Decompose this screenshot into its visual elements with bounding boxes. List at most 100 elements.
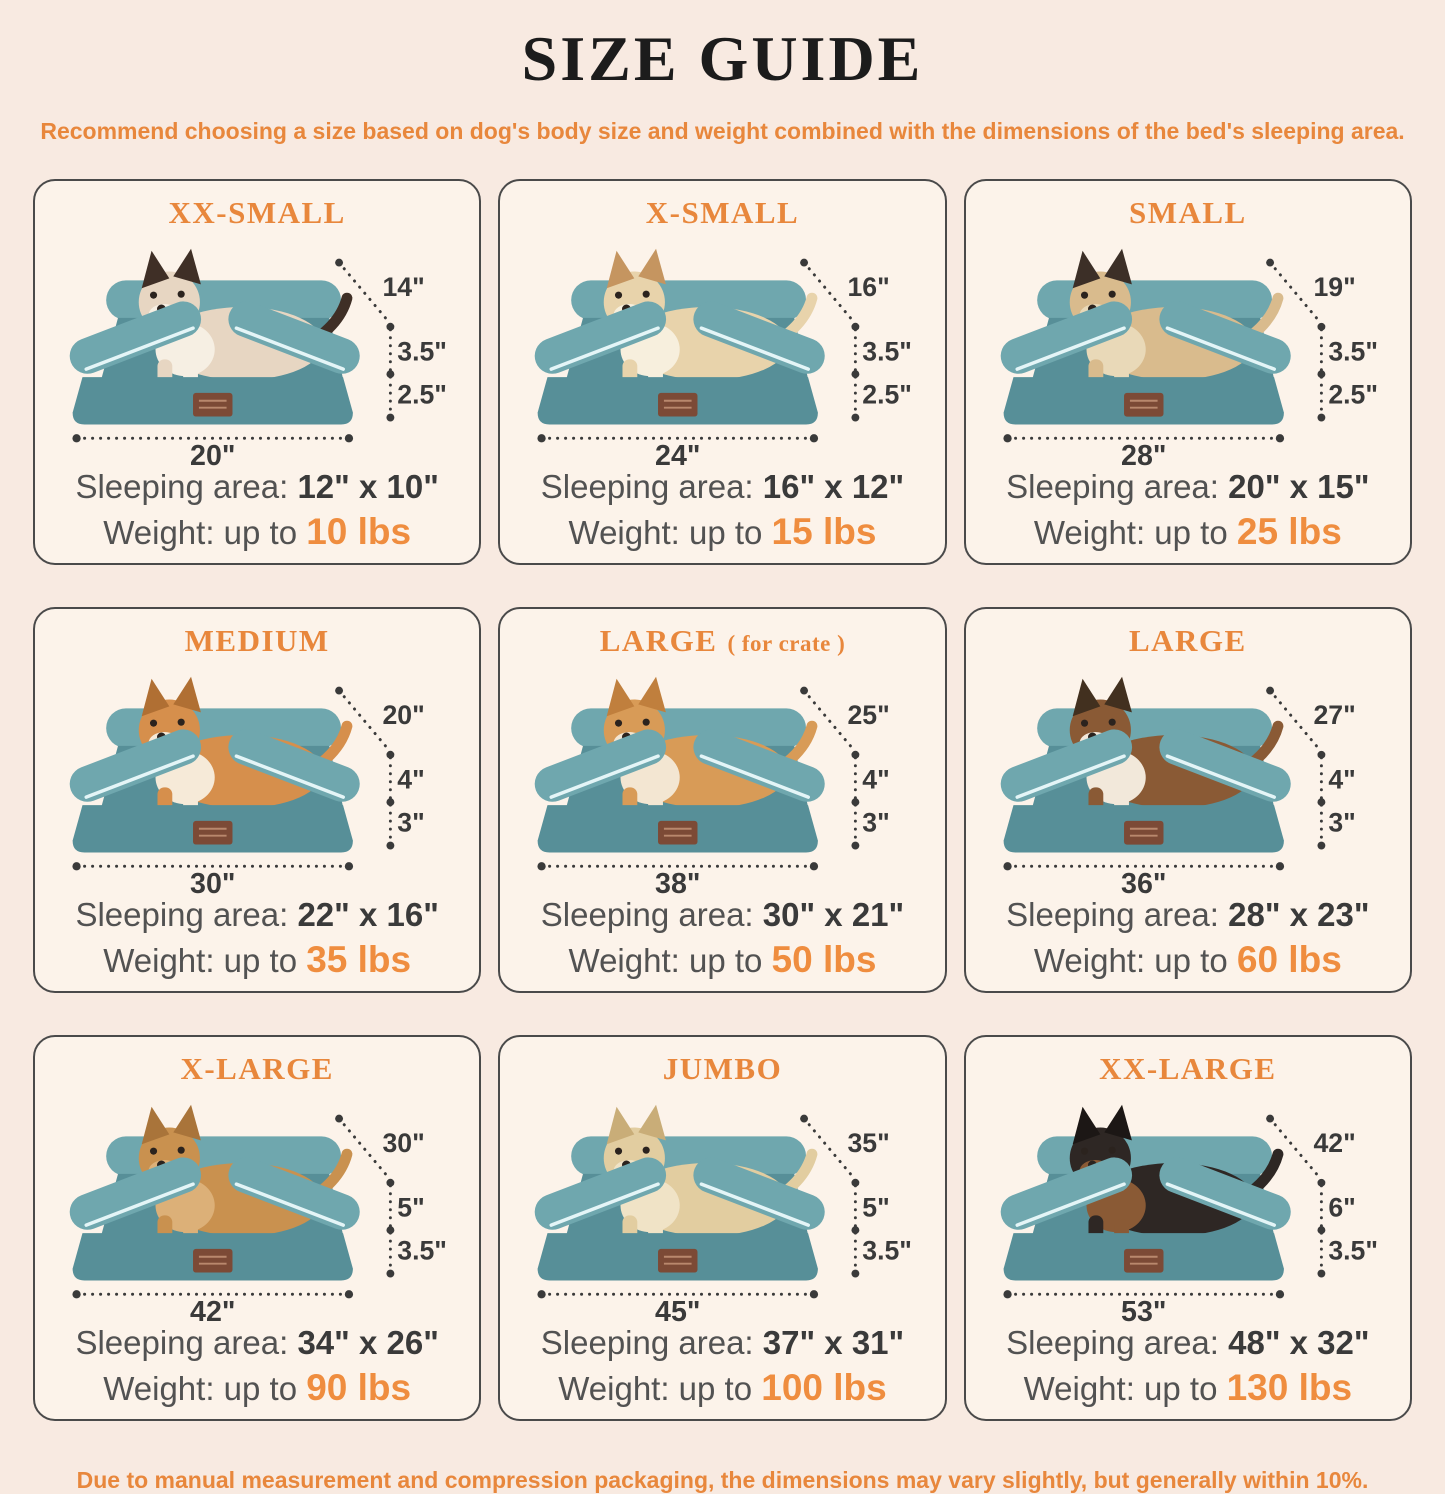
bed-brand-patch bbox=[193, 820, 233, 845]
white-piping bbox=[1015, 326, 1126, 371]
bed-left-arm-bolster bbox=[1000, 729, 1132, 802]
sleeping-area-line: Sleeping area: 12" x 10" bbox=[41, 468, 473, 506]
bed-brand-patch bbox=[193, 1248, 233, 1273]
depth-dimension-line bbox=[1268, 689, 1323, 754]
white-piping bbox=[699, 1182, 811, 1227]
bed-figure: 30" 5" 3.5" 42" bbox=[43, 1089, 471, 1322]
weight-line: Weight: up to 10 lbs bbox=[41, 511, 473, 553]
white-piping bbox=[1015, 1182, 1126, 1227]
pet-ear bbox=[1103, 1104, 1132, 1141]
size-card-cat: XX-SMALL bbox=[33, 179, 482, 565]
size-card-border-collie: LARGE bbox=[963, 606, 1412, 993]
dimension-annotations: 19" 3.5" 2.5" 28" bbox=[1003, 258, 1378, 466]
bolster-height-label: 3.5" bbox=[863, 336, 913, 366]
pet-eye bbox=[1108, 718, 1116, 726]
bed-and-dimensions-figure: 14" 3.5" 2.5" 20" bbox=[69, 248, 447, 466]
pet-eye bbox=[615, 291, 623, 299]
bed-figure: 20" 4" 3" 30" bbox=[43, 661, 471, 894]
sleeping-area-line: Sleeping area: 28" x 23" bbox=[972, 896, 1404, 934]
size-card-title: SMALL bbox=[972, 195, 1404, 231]
bed-left-arm-bolster bbox=[69, 1157, 202, 1230]
width-dimension-label: 24" bbox=[655, 440, 700, 466]
weight-line: Weight: up to 90 lbs bbox=[41, 1367, 473, 1409]
white-piping bbox=[234, 1182, 345, 1227]
size-name: LARGE bbox=[599, 622, 718, 658]
sleeping-area-label: Sleeping area: bbox=[540, 1323, 754, 1361]
depth-dimension-label: 25" bbox=[848, 700, 890, 730]
pet-eye bbox=[177, 718, 185, 726]
size-card-title: MEDIUM bbox=[41, 623, 473, 659]
bed-right-arm-bolster bbox=[693, 1157, 826, 1230]
bed-and-dimensions-figure: 16" 3.5" 2.5" 24" bbox=[535, 248, 913, 466]
bed-brand-patch bbox=[1123, 392, 1164, 417]
sleeping-area-line: Sleeping area: 30" x 21" bbox=[506, 896, 938, 934]
pet-eye bbox=[1108, 1146, 1116, 1154]
bed-and-dimensions-figure: 42" 6" 3.5" 53" bbox=[1000, 1104, 1378, 1322]
bed-right-arm-bolster bbox=[228, 301, 360, 374]
width-dimension-label: 42" bbox=[190, 1296, 235, 1322]
weight-line: Weight: up to 60 lbs bbox=[972, 939, 1404, 981]
weight-label: Weight: up to bbox=[1033, 513, 1228, 551]
depth-dimension-label: 30" bbox=[382, 1128, 424, 1158]
pet-eye bbox=[615, 1147, 623, 1155]
bed-and-dimensions-figure: 30" 5" 3.5" 42" bbox=[69, 1104, 447, 1322]
weight-value: 130 lbs bbox=[1226, 1366, 1353, 1408]
depth-dimension-line bbox=[802, 689, 858, 754]
weight-line: Weight: up to 35 lbs bbox=[41, 939, 473, 981]
width-dimension-label: 20" bbox=[190, 440, 235, 466]
depth-dimension-line bbox=[802, 261, 858, 326]
weight-value: 50 lbs bbox=[771, 938, 877, 980]
pet-ear bbox=[1072, 1106, 1100, 1145]
pet-eye bbox=[1080, 1147, 1088, 1155]
size-name: LARGE bbox=[1128, 622, 1247, 658]
base-height-label: 2.5" bbox=[863, 380, 913, 410]
size-card-french-bulldog: SMALL bbox=[963, 179, 1412, 565]
bed-left-arm-bolster bbox=[535, 301, 667, 374]
bed-and-dimensions-figure: 27" 4" 3" 36" bbox=[1000, 676, 1355, 894]
weight-value: 10 lbs bbox=[306, 510, 412, 552]
white-piping bbox=[234, 326, 345, 371]
pet-eye bbox=[615, 719, 623, 727]
dimension-annotations: 14" 3.5" 2.5" 20" bbox=[72, 258, 447, 466]
pet-eye bbox=[149, 719, 158, 727]
base-height-label: 3.5" bbox=[397, 1236, 447, 1266]
sleeping-area-value: 34" x 26" bbox=[297, 1323, 439, 1361]
sleeping-area-line: Sleeping area: 22" x 16" bbox=[41, 896, 473, 934]
size-name: X-LARGE bbox=[180, 1050, 334, 1086]
pet-ear bbox=[1072, 678, 1100, 717]
weight-line: Weight: up to 25 lbs bbox=[972, 511, 1404, 553]
sleeping-area-label: Sleeping area: bbox=[75, 467, 289, 505]
bolster-height-label: 4" bbox=[863, 764, 890, 794]
weight-line: Weight: up to 50 lbs bbox=[506, 939, 938, 981]
sleeping-area-line: Sleeping area: 16" x 12" bbox=[506, 468, 938, 506]
depth-dimension-line bbox=[1268, 261, 1323, 326]
footer-note: Due to manual measurement and compressio… bbox=[76, 1466, 1369, 1493]
base-height-label: 3" bbox=[397, 808, 424, 838]
size-name: X-SMALL bbox=[645, 195, 800, 230]
bolster-height-label: 5" bbox=[397, 1192, 424, 1222]
bed-right-arm-bolster bbox=[693, 729, 826, 802]
white-piping bbox=[549, 326, 661, 371]
base-height-label: 3.5" bbox=[863, 1236, 913, 1266]
depth-dimension-label: 27" bbox=[1313, 700, 1355, 730]
pet-ear bbox=[173, 676, 201, 713]
pet-ear bbox=[173, 248, 201, 285]
bolster-height-label: 3.5" bbox=[397, 336, 447, 366]
bed-left-arm-bolster bbox=[1000, 301, 1132, 374]
pet-eye bbox=[642, 718, 651, 726]
weight-label: Weight: up to bbox=[1023, 1369, 1218, 1407]
weight-value: 25 lbs bbox=[1236, 510, 1342, 552]
weight-value: 35 lbs bbox=[306, 938, 412, 980]
sleeping-area-value: 20" x 15" bbox=[1228, 467, 1370, 505]
bed-figure: 25" 4" 3" 38" bbox=[508, 661, 936, 894]
base-height-label: 3" bbox=[1328, 808, 1355, 838]
dimension-annotations: 16" 3.5" 2.5" 24" bbox=[537, 258, 913, 466]
pet-eye bbox=[1080, 719, 1088, 727]
weight-line: Weight: up to 15 lbs bbox=[506, 511, 938, 553]
size-card-rottweiler: XX-LARGE bbox=[963, 1034, 1412, 1421]
dimension-annotations: 25" 4" 3" 38" bbox=[537, 686, 890, 894]
white-piping bbox=[699, 754, 811, 799]
pet-eye bbox=[642, 290, 651, 298]
base-height-label: 2.5" bbox=[397, 380, 447, 410]
